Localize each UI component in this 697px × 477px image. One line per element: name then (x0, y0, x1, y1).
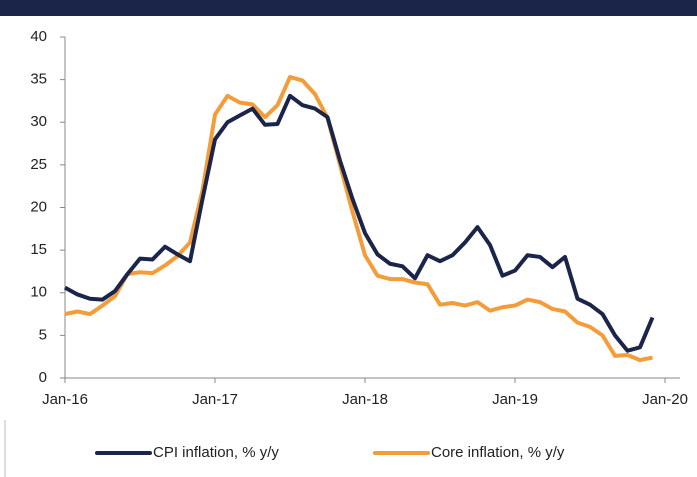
header-bar (0, 0, 697, 16)
y-tick-label: 25 (30, 156, 47, 173)
y-tick-label: 5 (39, 326, 47, 343)
y-tick-label: 0 (39, 369, 47, 386)
y-tick-label: 40 (30, 28, 47, 45)
y-tick-label: 30 (30, 113, 47, 130)
y-tick-label: 35 (30, 71, 47, 88)
y-tick-label: 15 (30, 241, 47, 258)
y-tick-label: 20 (30, 198, 47, 215)
x-tick-label: Jan-20 (642, 391, 688, 408)
line-series (64, 75, 653, 363)
legend-label: Core inflation, % y/y (431, 444, 565, 461)
x-tick-label: Jan-16 (42, 391, 88, 408)
y-tick-label: 10 (30, 284, 47, 301)
x-tick-label: Jan-18 (342, 391, 388, 408)
line-series (64, 93, 655, 353)
x-tick-label: Jan-17 (192, 391, 238, 408)
x-tick-label: Jan-19 (492, 391, 538, 408)
legend-label: CPI inflation, % y/y (153, 444, 279, 461)
